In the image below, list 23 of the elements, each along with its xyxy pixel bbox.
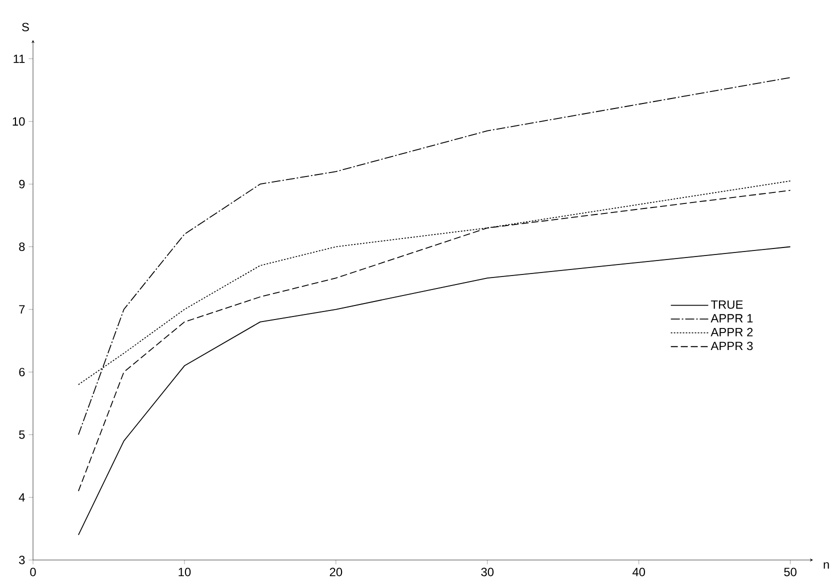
x-axis-title: n: [824, 562, 829, 569]
y-axis-title: S: [22, 22, 29, 32]
x-tick-label: 40: [632, 568, 646, 576]
legend-label: TRUE: [710, 300, 743, 309]
y-tick-label: 3: [19, 556, 25, 564]
x-tick-label: 50: [784, 568, 796, 576]
y-tick-label: 11: [14, 54, 25, 63]
y-tick-label: 5: [19, 430, 25, 439]
y-tick-label: 4: [18, 493, 25, 502]
y-tick-label: 9: [19, 180, 25, 188]
y-tick-label: 6: [19, 368, 25, 376]
legend-label: APPR 1: [710, 314, 753, 322]
y-tick-label: 10: [12, 117, 25, 126]
x-tick-label: 10: [178, 568, 191, 576]
x-tick-label: 30: [481, 568, 494, 576]
y-tick-label: 8: [19, 242, 25, 251]
x-tick-label: 20: [330, 568, 342, 576]
legend-label: APPR 3: [710, 342, 753, 350]
legend-label: APPR 2: [710, 328, 753, 336]
line-series: [78, 246, 791, 536]
y-tick-label: 7: [19, 305, 25, 314]
line-series: [78, 77, 791, 436]
x-tick-label: 0: [30, 568, 36, 576]
